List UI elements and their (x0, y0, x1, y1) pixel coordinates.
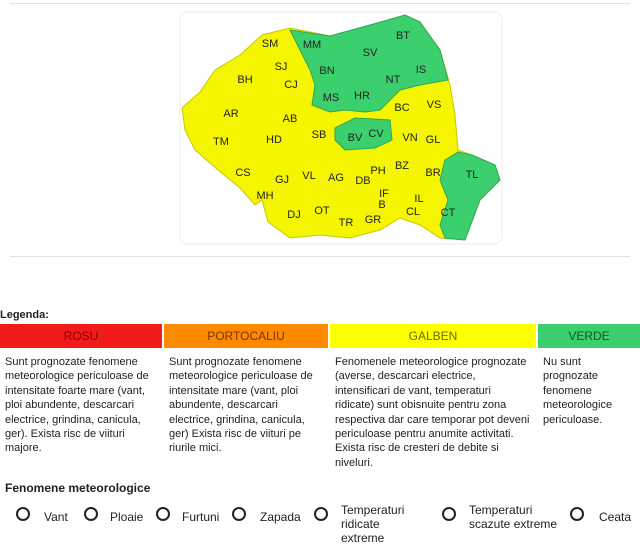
county-label: GL (426, 134, 441, 146)
phenomenon-icon (438, 503, 460, 525)
phenomenon-label: Furtuni (182, 510, 220, 524)
phenomenon-label: Zapada (260, 510, 301, 524)
county-label: BR (425, 167, 440, 179)
county-label: CV (368, 128, 384, 140)
level-header: VERDE (538, 324, 640, 348)
top-rule (10, 3, 630, 4)
phenomenon-icon (310, 503, 332, 525)
county-label: GR (365, 214, 382, 226)
county-label: IL (414, 193, 423, 205)
county-label: TM (213, 136, 229, 148)
county-label: BZ (395, 160, 409, 172)
county-label: BT (396, 30, 410, 42)
phenomenon-icon (566, 503, 588, 525)
county-label: MH (256, 190, 273, 202)
county-label: TR (339, 217, 354, 229)
level-description: Fenomenele meteorologice prognozate (ave… (335, 356, 530, 469)
county-label: BC (394, 102, 409, 114)
legend-title: Legenda: (0, 309, 49, 321)
phenomenon-label: Vant (44, 510, 68, 524)
level-description: Sunt prognozate fenomene meteorologice p… (169, 356, 313, 455)
county-label: HR (354, 90, 370, 102)
county-label: TL (466, 169, 479, 181)
level-description: Sunt prognozate fenomene meteorologice p… (5, 356, 149, 455)
county-label: CL (406, 206, 420, 218)
county-label: AG (328, 172, 344, 184)
county-label: SM (262, 38, 279, 50)
phenomenon-label: Temperaturi scazute extreme (469, 503, 558, 531)
county-label: SJ (275, 61, 288, 73)
county-label: OT (314, 205, 330, 217)
county-label: DJ (287, 209, 300, 221)
county-label: CJ (284, 79, 297, 91)
map: SM MM BT SV BN SJ BH CJ IS NT MS HR BC VS AR AB SB BV CV VN… (179, 11, 503, 245)
county-label: BN (319, 65, 334, 77)
phenomenon-icon (152, 503, 174, 525)
county-label: SB (312, 129, 327, 141)
county-label: VL (302, 170, 315, 182)
phenomena-title: Fenomene meteorologice (5, 481, 151, 495)
county-label: AR (223, 108, 238, 120)
county-label: HD (266, 134, 282, 146)
phenomenon-icon (80, 503, 102, 525)
map-green-zone (334, 117, 393, 151)
level-description: Nu sunt prognozate fenomene meteorologic… (543, 356, 613, 426)
phenomenon-label: Ceata (599, 510, 632, 524)
county-label: IS (416, 64, 426, 76)
county-label: BH (237, 74, 252, 86)
map-green-zone (439, 151, 501, 241)
county-label: VS (427, 99, 442, 111)
county-label: SV (363, 47, 378, 59)
phenomenon-label: Temperaturi ridicate extreme (341, 503, 405, 545)
county-label: VN (402, 132, 417, 144)
county-label: MS (323, 92, 340, 104)
county-label: DB (355, 175, 370, 187)
county-label: NT (386, 74, 401, 86)
county-label: CS (235, 167, 250, 179)
county-label: PH (370, 165, 385, 177)
phenomenon-icon (228, 503, 250, 525)
county-label: BV (348, 132, 363, 144)
level-header: ROSU (0, 324, 162, 348)
county-label: B (378, 199, 385, 211)
phenomenon-label: Ploaie (110, 510, 144, 524)
county-label: AB (283, 113, 298, 125)
level-header: GALBEN (330, 324, 536, 348)
county-label: IF (379, 188, 389, 200)
separator (10, 256, 630, 257)
county-label: MM (303, 39, 321, 51)
map-green-zone (289, 14, 449, 113)
county-label: GJ (275, 174, 289, 186)
level-header: PORTOCALIU (164, 324, 328, 348)
county-label: CT (441, 207, 456, 219)
phenomenon-icon (12, 503, 34, 525)
